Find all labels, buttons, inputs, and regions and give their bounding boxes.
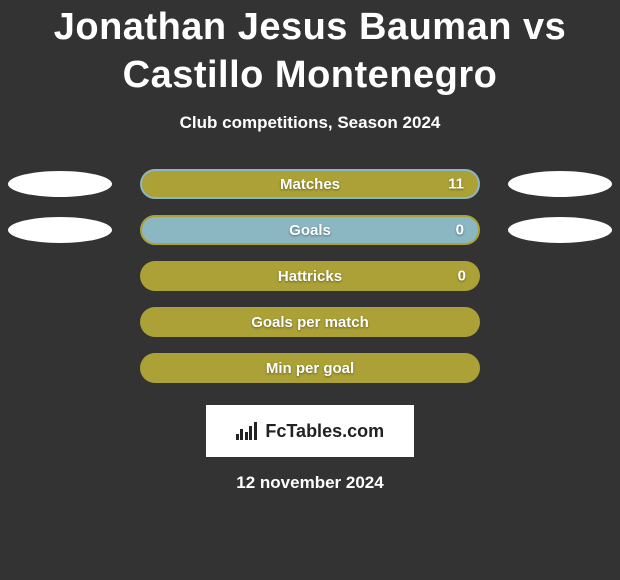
stat-bar: Goals per match <box>140 307 480 337</box>
stat-label: Hattricks <box>278 268 342 285</box>
stat-bar: Min per goal <box>140 353 480 383</box>
page-title: Jonathan Jesus Bauman vs Castillo Monten… <box>0 0 620 99</box>
stat-label: Matches <box>280 176 340 193</box>
stat-value: 0 <box>458 268 466 285</box>
stat-value: 0 <box>456 222 464 239</box>
stat-row: Goals 0 <box>8 207 612 253</box>
stat-label: Goals per match <box>251 314 369 331</box>
left-ellipse <box>8 217 112 243</box>
date-text: 12 november 2024 <box>0 473 620 493</box>
stat-bar: Goals 0 <box>140 215 480 245</box>
stat-row: Hattricks 0 <box>8 253 612 299</box>
left-ellipse <box>8 171 112 197</box>
stat-row: Goals per match <box>8 299 612 345</box>
right-ellipse <box>508 171 612 197</box>
subtitle: Club competitions, Season 2024 <box>0 113 620 133</box>
stat-row: Matches 11 <box>8 161 612 207</box>
stat-value: 11 <box>448 176 464 193</box>
logo-text: FcTables.com <box>265 421 384 442</box>
stat-label: Goals <box>289 222 331 239</box>
stat-bar: Matches 11 <box>140 169 480 199</box>
bar-chart-icon <box>236 422 259 440</box>
logo-box: FcTables.com <box>206 405 414 457</box>
stat-bar: Hattricks 0 <box>140 261 480 291</box>
comparison-rows: Matches 11 Goals 0 Hattricks 0 Goals per match… <box>0 161 620 391</box>
right-ellipse <box>508 217 612 243</box>
stat-label: Min per goal <box>266 360 354 377</box>
stat-row: Min per goal <box>8 345 612 391</box>
